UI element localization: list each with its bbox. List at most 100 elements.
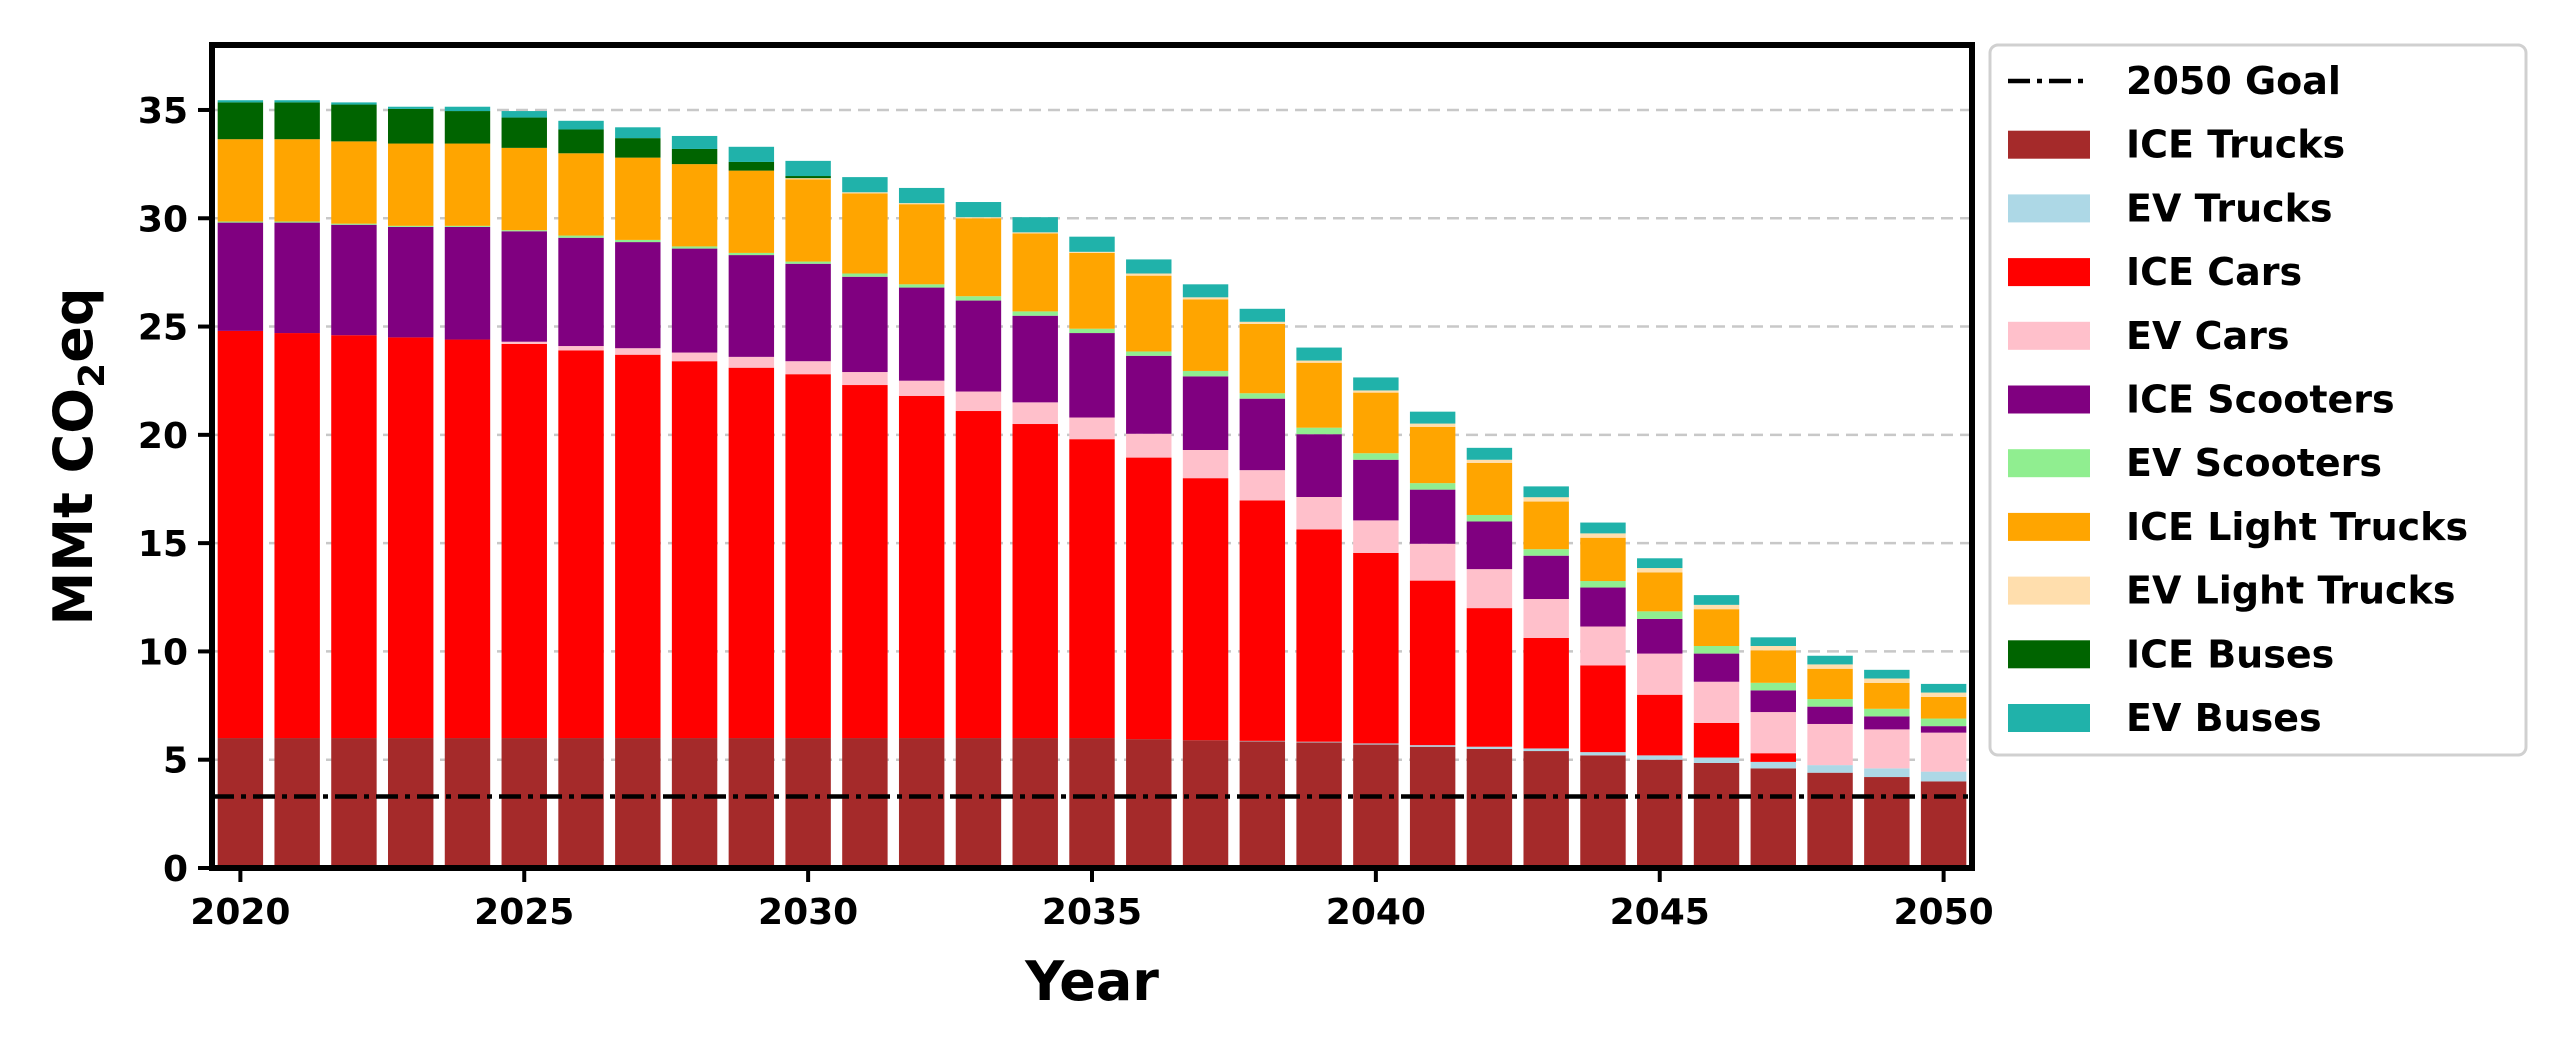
bar-segment [1466, 459, 1513, 463]
legend: 2050 Goal ICE Trucks EV Trucks ICE Cars EV C… [1988, 43, 2528, 757]
bar-segment [671, 352, 718, 362]
bar-segment [274, 333, 320, 739]
bar-segment [955, 738, 1002, 868]
bar-segment [1750, 682, 1796, 691]
y-tick-label: 35 [138, 91, 188, 132]
bar-segment [1296, 362, 1342, 428]
bar-segment [1239, 398, 1286, 471]
bar-segment [501, 341, 547, 344]
bar-segment [1466, 521, 1513, 570]
bar-segment [898, 284, 945, 288]
bar-segment [1353, 453, 1399, 460]
bar-segment [1126, 275, 1172, 352]
bar-segment [785, 361, 831, 375]
bar-segment [1126, 457, 1172, 740]
bar-segment [1296, 360, 1342, 363]
bar-segment [558, 129, 604, 154]
bar-segment [898, 187, 945, 204]
bar-segment [1182, 370, 1229, 377]
bar-segment [1126, 273, 1172, 276]
bar-segment [1069, 738, 1115, 868]
bar-segment [1069, 251, 1115, 253]
bar-segment [1864, 768, 1910, 778]
bar-segment [1466, 462, 1513, 515]
bar-segment [388, 738, 434, 868]
bar-segment [671, 248, 718, 353]
bar-segment [1012, 402, 1058, 425]
bar-segment [1580, 665, 1626, 753]
bar-segment [444, 143, 491, 226]
bar-segment [1920, 692, 1967, 697]
bar-segment [1807, 706, 1853, 724]
bar-segment [1637, 759, 1683, 868]
bar-segment [898, 395, 945, 739]
bar-segment [1637, 755, 1683, 760]
bar-segment [615, 239, 661, 243]
bar-segment [1239, 393, 1286, 399]
bar-segment [1409, 745, 1456, 747]
bar-segment [1693, 653, 1740, 682]
bar-segment [1409, 489, 1456, 544]
bar-segment [671, 246, 718, 249]
bar-segment [615, 348, 661, 355]
bar-segment [842, 372, 888, 386]
bar-segment [1353, 552, 1399, 744]
legend-swatch [2008, 130, 2090, 159]
bar-segment [1296, 742, 1342, 868]
legend-label: EV Light Trucks [2126, 569, 2455, 613]
bar-segment [1523, 637, 1569, 749]
bar-segment [785, 179, 831, 262]
bar-segment [1069, 236, 1115, 252]
bar-segment [1069, 328, 1115, 334]
bar-segment [501, 147, 547, 231]
bar-segment [785, 178, 831, 180]
bar-segment [1182, 740, 1229, 868]
legend-label: ICE Scooters [2126, 378, 2395, 422]
bar-segment [615, 127, 661, 139]
bar-segment [1466, 569, 1513, 609]
bar-segment [1693, 604, 1740, 610]
bar-segment [1864, 682, 1910, 709]
bar-segment [558, 235, 604, 238]
bar-segment [842, 177, 888, 193]
bar-segment [388, 143, 434, 226]
bar-segment [615, 242, 661, 349]
bar-segment [331, 141, 377, 224]
legend-swatch [2008, 385, 2090, 414]
bar-segment [842, 276, 888, 373]
x-tick-label: 2035 [1042, 892, 1142, 933]
bar-segment [1069, 333, 1115, 418]
legend-swatch [2008, 449, 2090, 478]
bar-segment [1126, 739, 1172, 868]
bar-segment [1523, 555, 1569, 600]
bar-segment [558, 346, 604, 351]
bar-segment [728, 170, 775, 253]
bar-segment [1864, 777, 1910, 868]
bar-segment [1239, 741, 1286, 868]
bar-segment [955, 391, 1002, 412]
bar-segment [1750, 646, 1796, 651]
bar-segment [1693, 681, 1740, 723]
x-tick-label: 2050 [1894, 892, 1994, 933]
bar-segment [1012, 232, 1058, 234]
bar-segment [1807, 772, 1853, 868]
bar-segment [955, 411, 1002, 739]
bar-segment [671, 135, 718, 149]
y-axis-ticks: 0 5 10 15 20 25 30 35 [138, 91, 212, 890]
bar-segment [671, 164, 718, 247]
bar-segment [671, 361, 718, 739]
legend-goal-label: 2050 Goal [2126, 59, 2341, 103]
bar-segment [1580, 587, 1626, 627]
bar-segment [728, 146, 775, 162]
bar-segment [615, 157, 661, 240]
bar-segment [1750, 753, 1796, 762]
legend-swatch [2008, 321, 2090, 350]
bar-segment [1750, 761, 1796, 769]
bar-segment [898, 738, 945, 868]
bar-segment [1353, 743, 1399, 745]
bar-segment [615, 138, 661, 158]
legend-swatch [2008, 640, 2090, 669]
bar-segment [1523, 497, 1569, 502]
bar-segment [1637, 618, 1683, 654]
